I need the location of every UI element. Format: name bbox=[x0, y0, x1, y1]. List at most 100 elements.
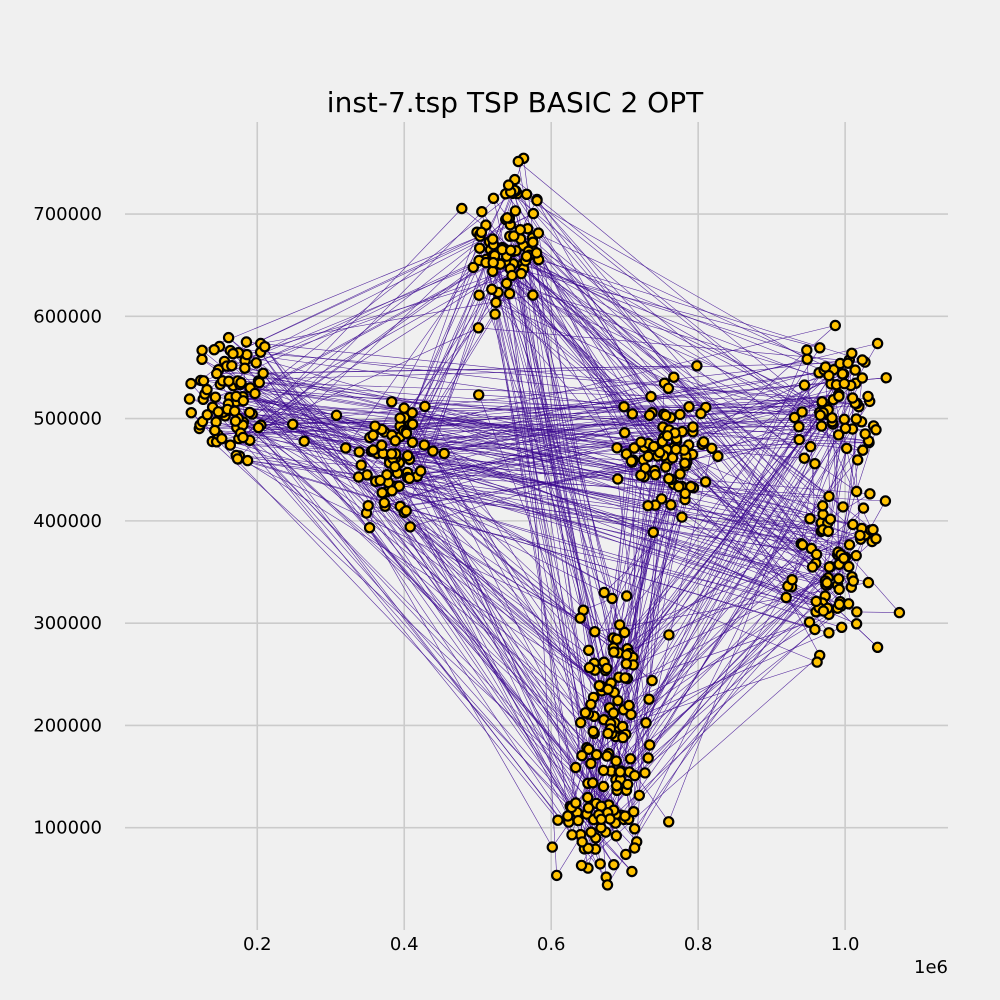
city-node bbox=[576, 749, 588, 762]
city-node bbox=[810, 548, 823, 561]
city-node bbox=[816, 396, 828, 408]
city-node bbox=[589, 626, 601, 638]
tour-edge bbox=[407, 455, 610, 806]
city-node bbox=[473, 289, 485, 301]
tour-edge bbox=[411, 412, 594, 732]
tour-edge bbox=[513, 235, 866, 435]
city-node bbox=[419, 400, 431, 413]
tour-edge bbox=[400, 436, 854, 582]
city-node bbox=[662, 382, 675, 394]
city-node bbox=[838, 413, 851, 425]
city-node bbox=[527, 236, 539, 248]
city-node bbox=[385, 448, 398, 460]
city-node bbox=[793, 433, 805, 446]
tour-edge bbox=[580, 460, 632, 835]
tour-edge bbox=[407, 413, 633, 473]
city-node bbox=[780, 591, 792, 604]
tour-edge bbox=[222, 380, 856, 404]
city-node bbox=[809, 458, 821, 470]
tour-edge bbox=[381, 417, 671, 446]
city-node bbox=[501, 212, 513, 224]
city-node bbox=[506, 269, 518, 282]
x-tick-labels: 0.2 0.4 0.6 0.8 1.0 bbox=[243, 934, 859, 955]
city-node bbox=[575, 716, 587, 729]
city-node bbox=[833, 390, 845, 402]
city-node bbox=[201, 383, 213, 396]
city-node bbox=[456, 202, 468, 215]
city-node bbox=[611, 633, 623, 645]
tour-edge bbox=[624, 529, 871, 633]
city-node bbox=[673, 480, 685, 493]
tour-edge bbox=[383, 453, 870, 495]
tour-edge bbox=[607, 363, 841, 690]
tour-edge bbox=[494, 314, 578, 813]
city-node bbox=[796, 406, 808, 418]
tour-edge bbox=[532, 294, 863, 451]
tour-edge bbox=[493, 262, 669, 389]
city-node bbox=[817, 500, 829, 512]
city-node bbox=[374, 474, 386, 487]
tour-edge bbox=[239, 455, 803, 546]
city-node bbox=[665, 499, 677, 511]
city-node bbox=[418, 439, 430, 451]
city-node bbox=[240, 336, 253, 348]
city-node bbox=[608, 859, 620, 871]
tour-edge bbox=[532, 242, 683, 432]
tour-edge bbox=[856, 611, 900, 613]
city-node bbox=[208, 344, 220, 356]
city-node bbox=[585, 698, 597, 711]
y-tick-labels: 100000 200000 300000 400000 500000 600000 7000… bbox=[33, 204, 102, 839]
tour-edge bbox=[594, 582, 869, 632]
city-node bbox=[500, 277, 513, 290]
x-tick-label: 0.4 bbox=[390, 934, 419, 955]
city-node bbox=[626, 408, 639, 420]
city-node bbox=[871, 641, 884, 654]
tour-edge bbox=[607, 584, 826, 734]
tour-edge bbox=[536, 200, 664, 428]
x-tick-label: 1.0 bbox=[831, 934, 860, 955]
city-node bbox=[823, 490, 835, 503]
city-node bbox=[403, 472, 416, 485]
tour-edge bbox=[590, 566, 849, 705]
city-node bbox=[593, 680, 606, 692]
city-node bbox=[606, 592, 618, 605]
tour-edge bbox=[236, 455, 615, 693]
city-node bbox=[570, 761, 582, 774]
tour-edge bbox=[492, 255, 612, 684]
city-node bbox=[376, 439, 388, 451]
city-node bbox=[601, 662, 613, 675]
city-node bbox=[235, 376, 247, 389]
city-node bbox=[515, 267, 527, 280]
city-node bbox=[847, 575, 860, 587]
tour-edge bbox=[200, 380, 667, 450]
tour-edge bbox=[575, 614, 830, 768]
city-node bbox=[614, 619, 626, 631]
city-node bbox=[793, 421, 805, 433]
city-node bbox=[487, 256, 499, 269]
tour-edge bbox=[244, 249, 503, 369]
tour-edge bbox=[587, 517, 683, 784]
city-node bbox=[612, 473, 624, 485]
city-node bbox=[608, 646, 620, 658]
tour-edge bbox=[668, 425, 822, 822]
tour-edge bbox=[238, 327, 479, 439]
city-node bbox=[617, 731, 629, 744]
tour-edge bbox=[532, 237, 644, 461]
tour-edge bbox=[610, 411, 803, 724]
city-node bbox=[628, 806, 640, 818]
city-node bbox=[398, 402, 410, 414]
city-node bbox=[237, 395, 249, 407]
tour-edge bbox=[399, 462, 589, 784]
city-node bbox=[582, 791, 594, 804]
tour-edge bbox=[236, 396, 672, 480]
city-node bbox=[817, 605, 830, 617]
city-node bbox=[822, 525, 835, 538]
tour-edge bbox=[412, 394, 839, 443]
city-node bbox=[223, 375, 235, 387]
tour-edge bbox=[785, 370, 856, 598]
city-node bbox=[406, 436, 419, 448]
city-node bbox=[661, 430, 674, 442]
tour-edge bbox=[627, 461, 668, 649]
city-node bbox=[185, 377, 197, 390]
city-node bbox=[663, 816, 675, 828]
